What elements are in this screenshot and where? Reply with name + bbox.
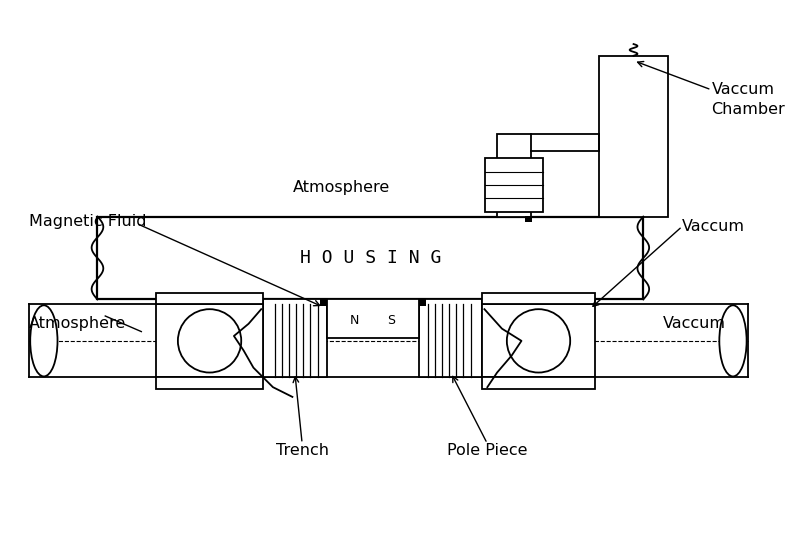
- Bar: [419, 300, 426, 306]
- Text: N: N: [350, 314, 359, 327]
- Bar: [263, 300, 327, 377]
- Bar: [156, 377, 263, 389]
- Ellipse shape: [30, 305, 57, 376]
- Bar: [320, 300, 327, 306]
- Text: Atmosphere: Atmosphere: [292, 180, 390, 195]
- Text: S: S: [387, 314, 395, 327]
- Bar: [482, 377, 595, 389]
- Text: Atmosphere: Atmosphere: [29, 316, 127, 331]
- Text: Vaccum
Chamber: Vaccum Chamber: [712, 82, 785, 117]
- Ellipse shape: [720, 305, 747, 376]
- Text: Magnetic Fluid: Magnetic Fluid: [29, 214, 147, 229]
- Bar: [327, 300, 419, 339]
- Text: Pole Piece: Pole Piece: [447, 443, 528, 458]
- Text: Vaccum: Vaccum: [682, 219, 745, 234]
- Circle shape: [507, 309, 570, 372]
- Text: H O U S I N G: H O U S I N G: [300, 249, 441, 267]
- Bar: [525, 215, 532, 223]
- Circle shape: [178, 309, 241, 372]
- Bar: [599, 56, 668, 216]
- Bar: [482, 304, 595, 377]
- Text: Trench: Trench: [276, 443, 328, 458]
- Bar: [156, 304, 263, 377]
- Bar: [497, 134, 532, 216]
- Bar: [97, 216, 643, 300]
- Bar: [485, 158, 543, 211]
- Text: Vaccum: Vaccum: [663, 316, 726, 331]
- Bar: [156, 292, 263, 304]
- Bar: [419, 300, 482, 377]
- Bar: [482, 292, 595, 304]
